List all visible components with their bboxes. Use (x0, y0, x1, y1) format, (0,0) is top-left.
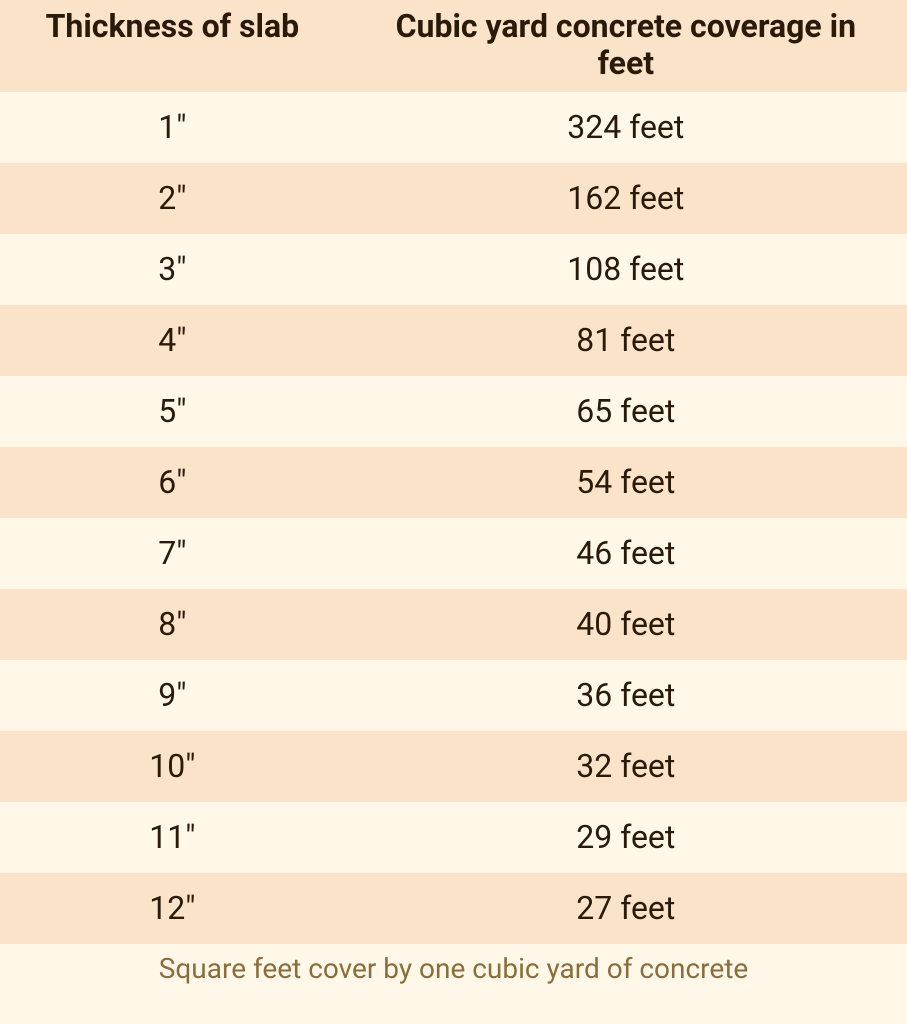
table-row: 8" 40 feet (0, 589, 907, 660)
cell-coverage: 40 feet (345, 605, 907, 643)
column-header-coverage: Cubic yard concrete coverage in feet (345, 8, 907, 82)
cell-coverage: 36 feet (345, 676, 907, 714)
table-caption: Square feet cover by one cubic yard of c… (159, 952, 748, 985)
cell-thickness: 3" (0, 250, 345, 288)
concrete-coverage-table: Thickness of slab Cubic yard concrete co… (0, 0, 907, 1001)
table-row: 1" 324 feet (0, 92, 907, 163)
table-row: 4" 81 feet (0, 305, 907, 376)
cell-thickness: 9" (0, 676, 345, 714)
cell-coverage: 54 feet (345, 463, 907, 501)
cell-thickness: 2" (0, 179, 345, 217)
cell-thickness: 5" (0, 392, 345, 430)
table-row: 10" 32 feet (0, 731, 907, 802)
table-row: 6" 54 feet (0, 447, 907, 518)
cell-coverage: 108 feet (345, 250, 907, 288)
cell-thickness: 8" (0, 605, 345, 643)
cell-thickness: 1" (0, 108, 345, 146)
table-row: 7" 46 feet (0, 518, 907, 589)
cell-coverage: 29 feet (345, 818, 907, 856)
cell-thickness: 11" (0, 818, 345, 856)
cell-thickness: 10" (0, 747, 345, 785)
cell-coverage: 27 feet (345, 889, 907, 927)
table-row: 2" 162 feet (0, 163, 907, 234)
cell-coverage: 81 feet (345, 321, 907, 359)
cell-coverage: 65 feet (345, 392, 907, 430)
table-row: 11" 29 feet (0, 802, 907, 873)
cell-thickness: 7" (0, 534, 345, 572)
table-caption-row: Square feet cover by one cubic yard of c… (0, 944, 907, 1001)
table-row: 5" 65 feet (0, 376, 907, 447)
cell-thickness: 6" (0, 463, 345, 501)
table-row: 3" 108 feet (0, 234, 907, 305)
cell-coverage: 32 feet (345, 747, 907, 785)
cell-thickness: 4" (0, 321, 345, 359)
cell-thickness: 12" (0, 889, 345, 927)
cell-coverage: 46 feet (345, 534, 907, 572)
table-row: 12" 27 feet (0, 873, 907, 944)
column-header-thickness: Thickness of slab (0, 8, 345, 82)
table-row: 9" 36 feet (0, 660, 907, 731)
table-header-row: Thickness of slab Cubic yard concrete co… (0, 0, 907, 92)
cell-coverage: 162 feet (345, 179, 907, 217)
cell-coverage: 324 feet (345, 108, 907, 146)
